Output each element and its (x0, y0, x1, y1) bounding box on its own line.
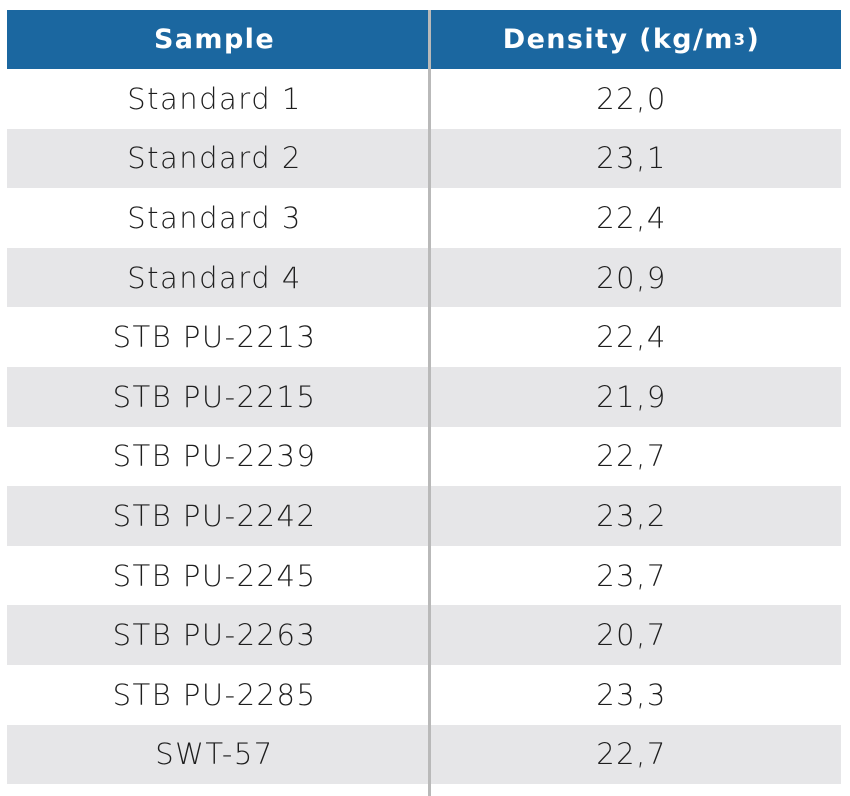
table-header-row: Sample Density (kg/m 3) (7, 10, 841, 69)
table-row: STB PU-2285 23,3 (7, 665, 841, 725)
table-row: Standard 3 22,4 (7, 188, 841, 248)
density-cell: 23,3 (596, 677, 667, 712)
header-density: Density (kg/m 3) (502, 24, 761, 55)
sample-cell: STB PU-2245 (112, 558, 317, 593)
header-sample: Sample (153, 24, 276, 55)
sample-cell: Standard 1 (127, 81, 302, 116)
table-row: STB PU-2215 21,9 (7, 366, 841, 427)
density-cell: 22,4 (596, 320, 667, 355)
sample-cell: STB PU-2239 (112, 439, 317, 474)
density-cell: 22,7 (596, 737, 667, 772)
header-density-prefix: Density (kg/m (502, 24, 734, 55)
table-row: Standard 2 23,1 (7, 128, 841, 189)
density-cell: 22,0 (596, 81, 667, 116)
density-cell: 23,7 (596, 558, 667, 593)
density-cell: 23,1 (596, 141, 667, 176)
column-divider (428, 10, 431, 796)
density-cell: 22,7 (596, 439, 667, 474)
header-density-suffix: ) (746, 24, 761, 55)
density-cell: 20,9 (596, 260, 667, 295)
table-row: STB PU-2263 20,7 (7, 605, 841, 665)
density-cell: 23,2 (596, 498, 667, 533)
table-row: STB PU-2239 22,7 (7, 427, 841, 487)
table-row: STB PU-2213 22,4 (7, 307, 841, 367)
density-cell: 22,4 (596, 200, 667, 235)
sample-cell: Standard 4 (127, 260, 302, 295)
table-row: STB PU-2242 23,2 (7, 486, 841, 546)
density-cell: 20,7 (596, 618, 667, 653)
sample-cell: STB PU-2285 (112, 677, 317, 712)
density-table: Sample Density (kg/m 3) Standard 1 22,0 S… (7, 10, 841, 796)
sample-cell: STB PU-2263 (112, 618, 317, 653)
table-row: STB PU-2245 23,7 (7, 546, 841, 606)
sample-cell: SWT-57 (155, 737, 274, 772)
sample-cell: STB PU-2213 (112, 320, 317, 355)
sample-cell: Standard 2 (127, 141, 302, 176)
sample-cell: STB PU-2242 (112, 498, 317, 533)
sample-cell: Standard 3 (127, 200, 302, 235)
density-cell: 21,9 (596, 379, 667, 414)
table-row: Standard 1 22,0 (7, 69, 841, 129)
table-row: Standard 4 20,9 (7, 247, 841, 308)
sample-cell: STB PU-2215 (112, 379, 317, 414)
table-row: SWT-57 22,7 (7, 724, 841, 785)
